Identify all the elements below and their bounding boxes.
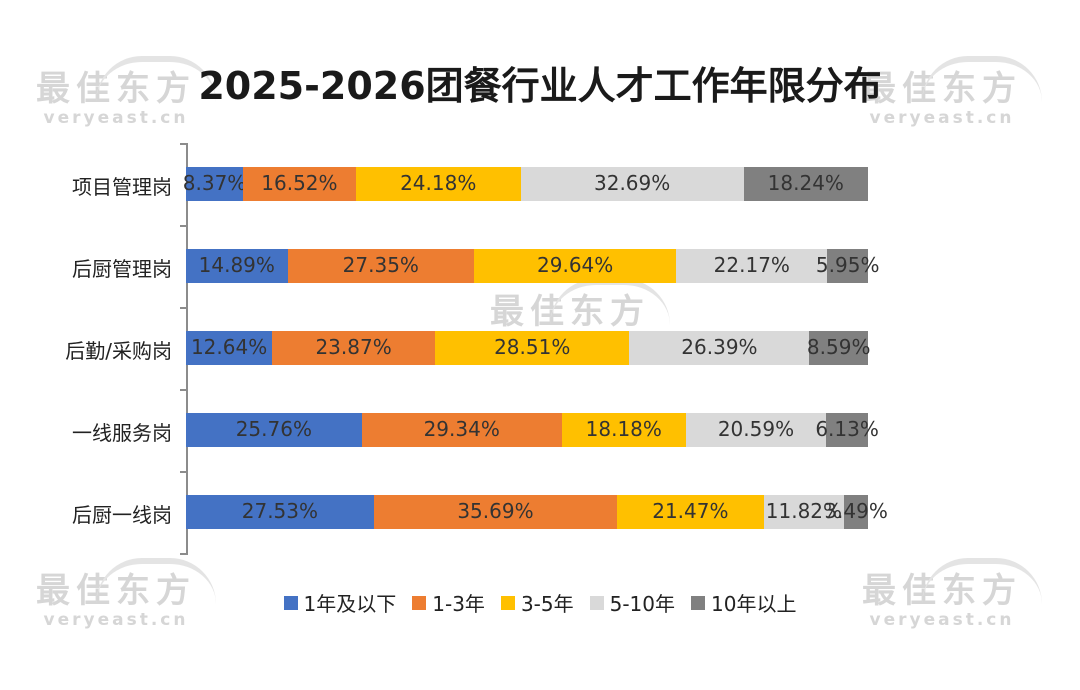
- y-axis-tick: [180, 143, 187, 145]
- legend-item: 3-5年: [500, 588, 574, 617]
- bar-segment: [827, 249, 868, 283]
- bar-segment: [186, 413, 362, 447]
- bar-segment: [434, 331, 630, 365]
- legend-label: 10年以上: [711, 592, 797, 616]
- bar-segment: [676, 249, 828, 283]
- legend-label: 3-5年: [520, 592, 574, 616]
- category-label: 一线服务岗: [72, 421, 172, 445]
- data-label: 27.35%: [342, 253, 419, 277]
- data-label: 29.34%: [423, 417, 500, 441]
- data-label: 18.18%: [585, 417, 662, 441]
- data-label: 26.39%: [681, 335, 758, 359]
- y-axis-tick: [180, 471, 187, 473]
- data-label: 29.64%: [537, 253, 614, 277]
- category-label: 后厨一线岗: [72, 503, 172, 527]
- bar-segment: [561, 413, 686, 447]
- chart-title: 2025-2026团餐行业人才工作年限分布: [198, 64, 882, 108]
- bar-segment: [186, 495, 374, 529]
- chart-legend: 1年及以下 1-3年 3-5年 5-10年 10年以上: [0, 588, 1080, 617]
- bar-segment: [826, 413, 868, 447]
- data-label: 28.51%: [494, 335, 571, 359]
- legend-swatch: [691, 595, 705, 610]
- data-label: 8.37%: [182, 171, 247, 195]
- bar-segment: [373, 495, 618, 529]
- bar-segment: [809, 331, 868, 365]
- legend-label: 5-10年: [609, 592, 675, 616]
- y-axis-tick: [180, 389, 187, 391]
- data-label: 21.47%: [652, 499, 729, 523]
- bar-segment: [629, 331, 810, 365]
- y-axis-tick: [180, 553, 187, 555]
- data-label: 12.64%: [190, 335, 268, 359]
- legend-swatch: [500, 595, 515, 610]
- y-axis-tick: [180, 307, 187, 309]
- bar-segment: [287, 249, 475, 283]
- data-label: 11.82%: [765, 499, 843, 523]
- bar-segment: [243, 167, 356, 201]
- bar-segment: [844, 495, 868, 529]
- data-label: 6.13%: [815, 417, 879, 441]
- data-label: 24.18%: [400, 171, 477, 195]
- data-label: 16.52%: [261, 171, 338, 195]
- bar-segment: [355, 167, 521, 201]
- bar-segment: [272, 331, 435, 365]
- legend-swatch: [283, 595, 298, 610]
- data-label: 5.95%: [815, 253, 880, 277]
- legend-item: 10年以上: [691, 588, 796, 617]
- legend-swatch: [412, 595, 427, 610]
- data-label: 20.59%: [717, 417, 795, 441]
- bar-segment: [743, 167, 868, 201]
- bar-segment: [474, 249, 677, 283]
- data-label: 35.69%: [457, 499, 534, 523]
- legend-swatch: [589, 595, 604, 610]
- bar-segment: [186, 249, 288, 283]
- category-label: 后厨管理岗: [72, 257, 172, 281]
- data-label: 22.17%: [713, 253, 790, 277]
- legend-item: 1年及以下: [283, 588, 397, 617]
- bar-segment: [685, 413, 827, 447]
- bar-segment: [186, 167, 244, 201]
- data-label: 18.24%: [767, 171, 844, 195]
- data-label: 8.59%: [806, 335, 871, 359]
- bar-segment: [617, 495, 764, 529]
- data-label: 23.87%: [315, 335, 392, 359]
- bar-segment: [520, 167, 744, 201]
- data-label: 27.53%: [241, 499, 319, 523]
- category-label: 后勤/采购岗: [65, 339, 172, 363]
- legend-label: 1年及以下: [303, 592, 397, 616]
- bar-segment: [361, 413, 562, 447]
- legend-label: 1-3年: [432, 592, 485, 616]
- data-label: 32.69%: [593, 171, 671, 195]
- bar-segment: [763, 495, 845, 529]
- legend-item: 1-3年: [412, 588, 485, 617]
- bar-segment: [186, 331, 273, 365]
- category-label: 项目管理岗: [72, 175, 172, 199]
- data-label: 14.89%: [198, 253, 275, 277]
- legend-item: 5-10年: [589, 588, 675, 617]
- data-label: 25.76%: [235, 417, 312, 441]
- y-axis-tick: [180, 225, 187, 227]
- data-label: 3.49%: [824, 499, 888, 523]
